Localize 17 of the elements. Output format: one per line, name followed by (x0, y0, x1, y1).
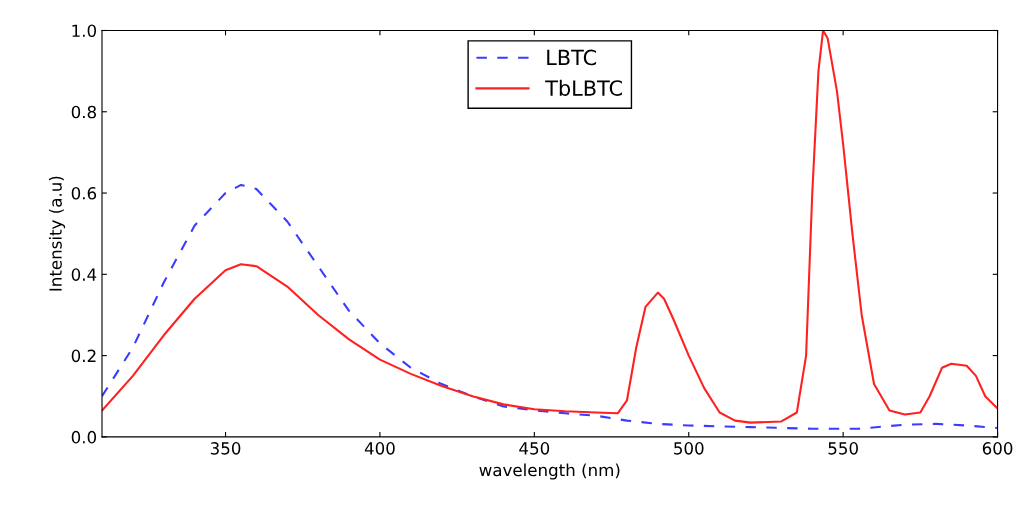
legend-label: TbLBTC (545, 79, 622, 96)
x-tick-label: 350 (210, 442, 241, 455)
x-tick-label: 600 (982, 442, 1013, 455)
y-tick-label: 0.8 (71, 105, 96, 119)
y-tick-label: 0.2 (71, 349, 96, 363)
y-tick-label: 0.0 (71, 430, 97, 444)
y-tick-label: 0.6 (71, 187, 97, 200)
line-series (102, 183, 998, 430)
y-tick-label: 0.4 (71, 268, 97, 281)
x-tick-label: 500 (674, 442, 704, 455)
x-tick-label: 400 (364, 442, 395, 455)
x-tick-label: 550 (828, 442, 858, 455)
x-axis-title: wavelength (nm) (479, 463, 620, 480)
y-tick-label: 1.0 (72, 24, 97, 38)
x-tick-label: 450 (519, 442, 550, 455)
legend-label: LBTC (547, 49, 597, 66)
y-axis-title: Intensity (a.u) (48, 176, 66, 291)
